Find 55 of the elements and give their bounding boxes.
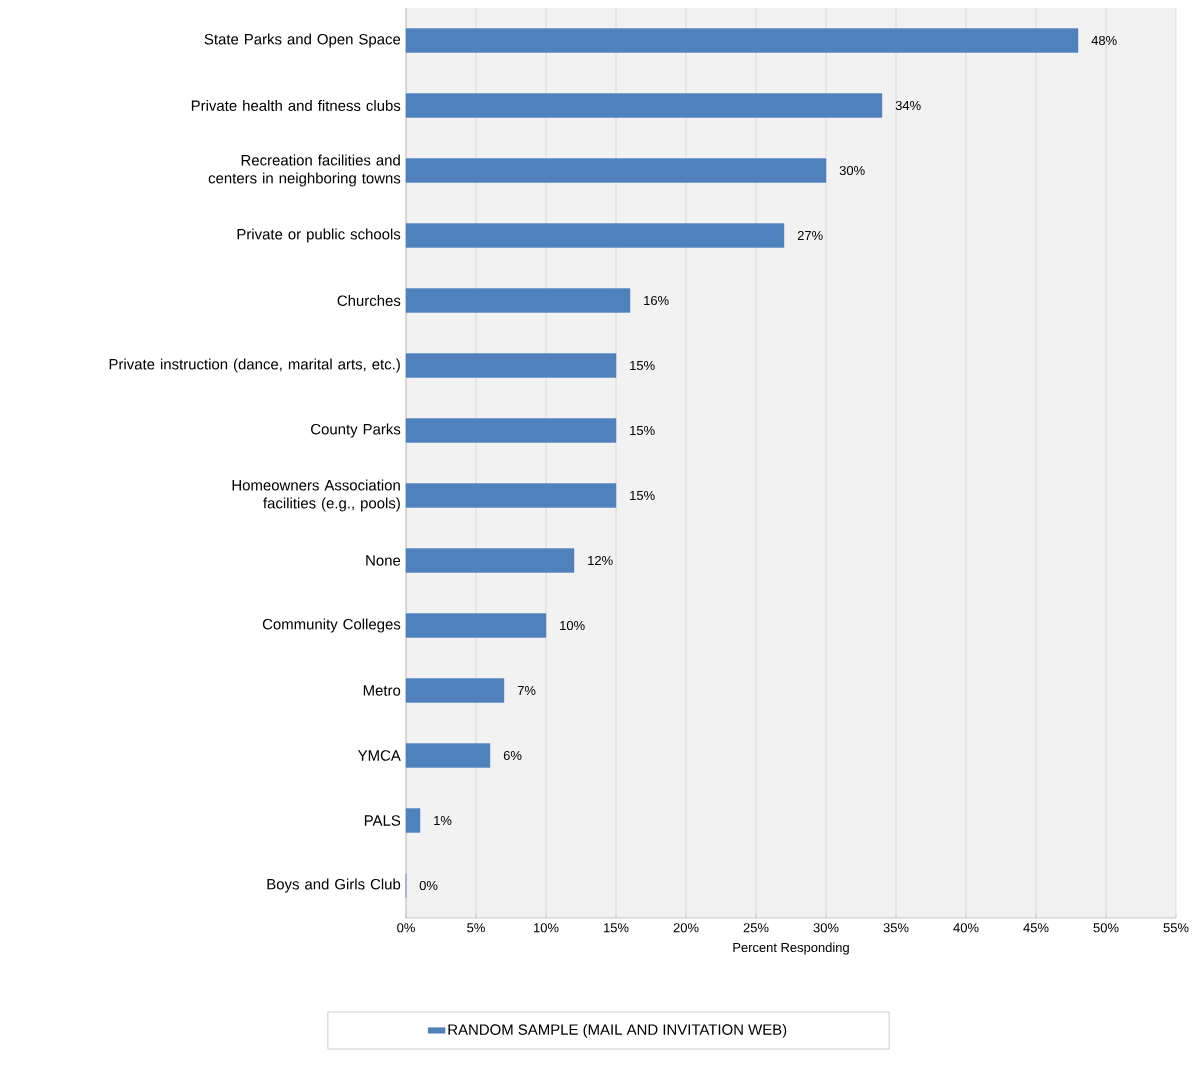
data-label: 30% — [839, 165, 865, 176]
x-tick-label: 30% — [813, 923, 839, 933]
y-tick-label: County Parks — [311, 423, 401, 438]
bar — [405, 418, 617, 443]
bar — [405, 28, 1079, 53]
bar — [405, 223, 785, 248]
data-label: 0% — [419, 880, 438, 891]
y-tick-label: Private instruction (dance, marital arts, etc.) — [109, 358, 400, 373]
x-tick-label: 20% — [673, 923, 699, 933]
data-label: 16% — [644, 295, 669, 306]
data-label: 6% — [503, 750, 522, 761]
x-tick-label: 40% — [953, 923, 979, 933]
bar — [405, 353, 617, 378]
x-tick-label: 5% — [467, 923, 485, 933]
x-tick-label: 10% — [534, 923, 559, 933]
y-tick-label: Private or public schools — [237, 228, 401, 243]
data-label: 15% — [630, 425, 655, 436]
x-tick-label: 55% — [1163, 923, 1189, 933]
x-tick-label: 0% — [397, 923, 415, 933]
x-axis-title: Percent Responding — [733, 942, 849, 955]
y-tick-label: State Parks and Open Space — [204, 33, 401, 48]
data-label: 15% — [630, 490, 655, 501]
y-tick-label: Recreation facilities and centers in neighboring towns — [208, 154, 401, 187]
bar — [405, 613, 547, 638]
x-tick-label: 50% — [1093, 923, 1119, 933]
bar — [405, 483, 617, 508]
y-tick-label: Metro — [363, 685, 401, 696]
y-tick-label: Churches — [337, 295, 401, 306]
bar — [405, 158, 827, 183]
x-tick-label: 35% — [883, 923, 909, 933]
x-tick-label: 45% — [1023, 923, 1049, 933]
data-label: 48% — [1091, 35, 1117, 46]
bar — [405, 288, 631, 313]
bar — [405, 93, 883, 118]
data-label: 7% — [517, 685, 536, 696]
data-label: 12% — [588, 555, 613, 566]
data-label: 1% — [434, 815, 452, 826]
data-label: 15% — [630, 360, 655, 371]
x-tick-label: 15% — [604, 923, 629, 933]
y-tick-label: Homeowners Association facilities (e.g., pools) — [232, 479, 400, 512]
y-tick-label: YMCA — [357, 750, 401, 761]
y-tick-label: Community Colleges — [262, 618, 401, 633]
data-label: 34% — [895, 100, 921, 111]
bar — [405, 808, 421, 833]
data-label: 27% — [797, 230, 823, 241]
bar — [405, 678, 505, 703]
data-label: 10% — [560, 620, 585, 631]
bar — [405, 548, 575, 573]
y-tick-label: Boys and Girls Club — [267, 878, 401, 893]
x-tick-label: 25% — [743, 923, 769, 933]
y-tick-label: PALS — [364, 815, 401, 826]
y-tick-label: None — [366, 555, 401, 566]
bar — [405, 743, 491, 768]
y-tick-label: Private health and fitness clubs — [191, 100, 401, 111]
legend-label: RANDOM SAMPLE (MAIL AND INVITATION WEB) — [448, 1023, 787, 1038]
